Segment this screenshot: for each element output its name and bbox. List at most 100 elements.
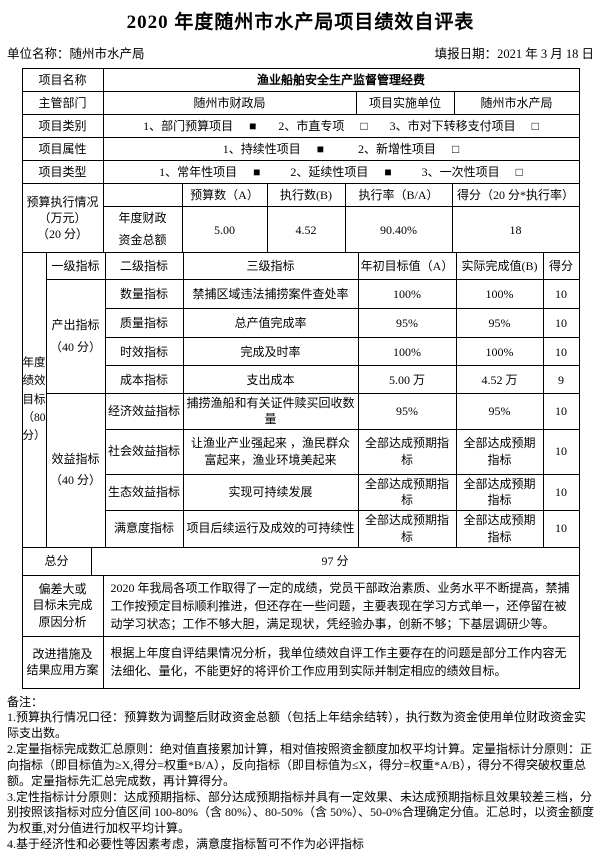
category-options: 1、部门预算项目 ■ 2、市直专项 □ 3、市对下转移支付项目 □ — [102, 114, 580, 138]
indicator-header-row: 年度 绩效 目标 （80 分） 一级指标 二级指标 三级指标 年初目标值（A） … — [21, 252, 580, 548]
indicator-target: 95% — [357, 308, 457, 339]
indicator-row: 成本指标 支出成本 5.00 万 4.52 万 9 — [22, 365, 580, 395]
indicator-target: 5.00 万 — [357, 365, 457, 395]
indicator-actual: 100% — [455, 279, 544, 310]
indicator-l3: 让渔业产业强起来 ，渔民群众富起来，渔业环境美起来 — [182, 428, 359, 475]
benefit-indicator-group-label: 效益指标 （40 分） — [45, 393, 106, 548]
project-info-table: 项目名称 渔业船舶安全生产监督管理经费 主管部门 随州市财政局 项目实施单位 随… — [21, 68, 580, 184]
option-new: 2、新增性项目 □ — [358, 141, 460, 156]
report-date: 填报日期：2021 年 3 月 18 日 — [434, 47, 594, 61]
indicator-actual: 全部达成预期指标 — [455, 428, 544, 475]
indicator-row: 生态效益指标 实现可持续发展 全部达成预期指标 全部达成预期指标 10 — [22, 473, 580, 511]
type-label: 项目类型 — [21, 160, 104, 184]
indicator-l2: 质量指标 — [104, 308, 184, 339]
indicator-actual: 4.52 万 — [455, 365, 544, 395]
budget-header-executed: 执行数(B) — [266, 183, 346, 207]
meta-row: 单位名称：随州市水产局 填报日期：2021 年 3 月 18 日 — [0, 43, 601, 62]
option-perennial: 1、常年性项目 ■ — [159, 164, 261, 179]
unit-name: 单位名称：随州市水产局 — [7, 47, 145, 61]
dept-value: 随州市财政局 — [102, 91, 357, 115]
budget-amount-value: 5.00 — [181, 205, 268, 254]
note-item-4: 4.基于经济性和必要性等因素考虑，满意度指标暂可不作为必评指标 — [7, 837, 365, 852]
header-level2: 二级指标 — [104, 252, 184, 281]
header-level1: 一级指标 — [45, 252, 106, 281]
indicator-l3: 实现可持续发展 — [182, 473, 359, 511]
header-target: 年初目标值（A） — [357, 252, 457, 281]
table-row: 年度财政 资金总额 5.00 4.52 90.40% 18 — [22, 205, 580, 254]
budget-rate-value: 90.40% — [344, 205, 453, 254]
table-row: 项目类型 1、常年性项目 ■ 2、延续性项目 ■ 3、一次性项目 □ — [21, 160, 580, 184]
dept-label: 主管部门 — [21, 91, 104, 115]
budget-score-value: 18 — [451, 205, 580, 254]
indicator-row: 产出指标 （40 分） 数量指标 禁捕区域违法捕捞案件查处率 100% 100%… — [22, 279, 580, 395]
annual-funds-label: 年度财政 资金总额 — [102, 205, 183, 254]
indicator-target: 全部达成预期指标 — [357, 509, 457, 548]
indicator-target: 全部达成预期指标 — [357, 428, 457, 475]
indicator-row: 满意度指标 项目后续运行及成效的可持续性 全部达成预期指标 全部达成预期指标 1… — [22, 509, 580, 548]
attribute-label: 项目属性 — [21, 137, 104, 161]
indicator-target: 100% — [357, 279, 457, 310]
checkbox-icon: □ — [452, 141, 460, 156]
indicator-actual: 全部达成预期指标 — [455, 509, 544, 548]
indicator-l3: 支出成本 — [182, 365, 359, 395]
budget-table: 预算执行情况 （万元） （20 分） 预算数（A） 执行数(B) 执行率（B/A… — [21, 182, 580, 254]
budget-section-label: 预算执行情况 （万元） （20 分） — [21, 182, 104, 254]
checkbox-icon: □ — [531, 118, 539, 133]
indicator-score: 10 — [542, 509, 580, 548]
type-options: 1、常年性项目 ■ 2、延续性项目 ■ 3、一次性项目 □ — [102, 160, 580, 184]
indicator-l3: 捕捞渔船和有关证件赎买回收数量 — [182, 393, 359, 430]
option-transfer-payment: 3、市对下转移支付项目 □ — [389, 118, 539, 133]
output-indicator-group-label: 产出指标 （40 分） — [45, 279, 106, 395]
note-item-2: 2.定量指标完成数汇总原则：绝对值直接累加计算，相对值按照资金额度加权平均计算。… — [7, 742, 593, 788]
deviation-analysis-text: 2020 年我局各项工作取得了一定的成绩，党员干部政治素质、业务水平不断提高，禁… — [102, 574, 580, 637]
note-item-1: 1.预算执行情况口径：预算数为调整后财政资金总额（包括上年结余结转），执行数为资… — [7, 710, 587, 741]
table-row: 主管部门 随州市财政局 项目实施单位 随州市水产局 — [21, 91, 580, 115]
table-row: 项目名称 渔业船舶安全生产监督管理经费 — [21, 68, 580, 92]
header-level3: 三级指标 — [182, 252, 359, 281]
checkbox-icon: □ — [515, 164, 523, 179]
impl-unit-value: 随州市水产局 — [453, 91, 580, 115]
analysis-table: 偏差大或 目标未完成 原因分析 2020 年我局各项工作取得了一定的成绩，党员干… — [21, 574, 580, 689]
improvement-label: 改进措施及 结果应用方案 — [21, 635, 104, 689]
total-score-label: 总分 — [21, 546, 92, 576]
checkbox-icon: ■ — [253, 164, 261, 179]
note-item-3: 3.定性指标计分原则：达成预期指标、部分达成预期指标并具有一定效果、未达成预期指… — [7, 789, 594, 836]
indicator-actual: 95% — [455, 308, 544, 339]
indicator-target: 100% — [357, 337, 457, 367]
indicator-l3: 完成及时率 — [182, 337, 359, 367]
deviation-analysis-label: 偏差大或 目标未完成 原因分析 — [21, 574, 104, 637]
indicator-l2: 数量指标 — [104, 279, 184, 310]
indicator-score: 10 — [542, 337, 580, 367]
attribute-options: 1、持续性项目 ■ 2、新增性项目 □ — [102, 137, 580, 161]
indicator-actual: 95% — [455, 393, 544, 430]
indicator-actual: 100% — [455, 337, 544, 367]
table-row: 改进措施及 结果应用方案 根据上年度自评结果情况分析，我单位绩效自评工作主要存在… — [21, 635, 580, 689]
notes-section: 备注： 1.预算执行情况口径：预算数为调整后财政资金总额（包括上年结余结转），执… — [0, 689, 601, 853]
empty-cell — [102, 183, 183, 207]
option-one-time: 3、一次性项目 □ — [421, 164, 523, 179]
indicator-l2: 经济效益指标 — [104, 393, 184, 430]
checkbox-icon: ■ — [249, 118, 257, 133]
indicator-l3: 禁捕区域违法捕捞案件查处率 — [182, 279, 359, 310]
indicator-row: 时效指标 完成及时率 100% 100% 10 — [22, 337, 580, 367]
indicator-l3: 项目后续运行及成效的可持续性 — [182, 509, 359, 548]
indicator-row: 效益指标 （40 分） 经济效益指标 捕捞渔船和有关证件赎买回收数量 95% 9… — [22, 393, 580, 548]
indicator-row: 社会效益指标 让渔业产业强起来 ，渔民群众富起来，渔业环境美起来 全部达成预期指… — [22, 428, 580, 475]
table-row: 预算执行情况 （万元） （20 分） 预算数（A） 执行数(B) 执行率（B/A… — [21, 182, 580, 254]
notes-title: 备注： — [7, 694, 44, 709]
indicator-score: 9 — [542, 365, 580, 395]
indicator-l2: 时效指标 — [104, 337, 184, 367]
table-row: 偏差大或 目标未完成 原因分析 2020 年我局各项工作取得了一定的成绩，党员干… — [21, 574, 580, 637]
budget-header-rate: 执行率（B/A） — [344, 183, 453, 207]
indicator-l2: 生态效益指标 — [104, 473, 184, 511]
indicator-target: 95% — [357, 393, 457, 430]
option-extended: 2、延续性项目 ■ — [290, 164, 392, 179]
table-row: 项目属性 1、持续性项目 ■ 2、新增性项目 □ — [21, 137, 580, 161]
annual-performance-side-label: 年度 绩效 目标 （80 分） — [21, 252, 47, 548]
category-label: 项目类别 — [21, 114, 104, 138]
improvement-text: 根据上年度自评结果情况分析，我单位绩效自评工作主要存在的问题是部分工作内容无法细… — [102, 635, 580, 689]
indicator-score: 10 — [542, 279, 580, 310]
checkbox-icon: ■ — [316, 141, 324, 156]
indicator-l2: 满意度指标 — [104, 509, 184, 548]
indicator-l3: 总产值完成率 — [182, 308, 359, 339]
